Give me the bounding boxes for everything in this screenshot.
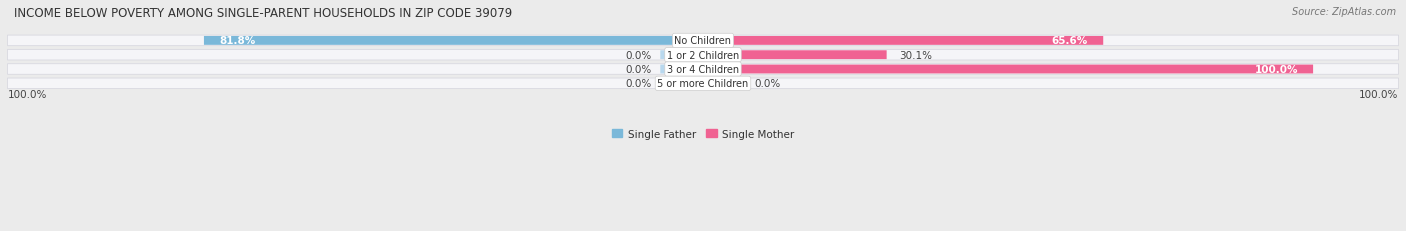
Text: 65.6%: 65.6% <box>1052 36 1088 46</box>
Text: No Children: No Children <box>675 36 731 46</box>
Text: 100.0%: 100.0% <box>7 90 46 100</box>
FancyBboxPatch shape <box>703 37 1104 46</box>
Text: 0.0%: 0.0% <box>624 79 651 89</box>
FancyBboxPatch shape <box>703 65 1313 74</box>
Text: 30.1%: 30.1% <box>898 51 932 61</box>
Text: 3 or 4 Children: 3 or 4 Children <box>666 65 740 75</box>
Text: 0.0%: 0.0% <box>624 51 651 61</box>
Text: Source: ZipAtlas.com: Source: ZipAtlas.com <box>1292 7 1396 17</box>
FancyBboxPatch shape <box>661 79 703 88</box>
Text: INCOME BELOW POVERTY AMONG SINGLE-PARENT HOUSEHOLDS IN ZIP CODE 39079: INCOME BELOW POVERTY AMONG SINGLE-PARENT… <box>14 7 512 20</box>
FancyBboxPatch shape <box>7 64 1399 75</box>
Legend: Single Father, Single Mother: Single Father, Single Mother <box>607 125 799 143</box>
Text: 100.0%: 100.0% <box>1360 90 1399 100</box>
FancyBboxPatch shape <box>7 79 1399 89</box>
Text: 81.8%: 81.8% <box>219 36 256 46</box>
FancyBboxPatch shape <box>204 37 703 46</box>
Text: 0.0%: 0.0% <box>755 79 782 89</box>
Text: 5 or more Children: 5 or more Children <box>658 79 748 89</box>
FancyBboxPatch shape <box>7 36 1399 46</box>
FancyBboxPatch shape <box>7 50 1399 61</box>
FancyBboxPatch shape <box>703 51 887 60</box>
FancyBboxPatch shape <box>661 65 703 74</box>
Text: 0.0%: 0.0% <box>624 65 651 75</box>
Text: 1 or 2 Children: 1 or 2 Children <box>666 51 740 61</box>
Text: 100.0%: 100.0% <box>1254 65 1298 75</box>
FancyBboxPatch shape <box>661 51 703 60</box>
FancyBboxPatch shape <box>703 79 745 88</box>
